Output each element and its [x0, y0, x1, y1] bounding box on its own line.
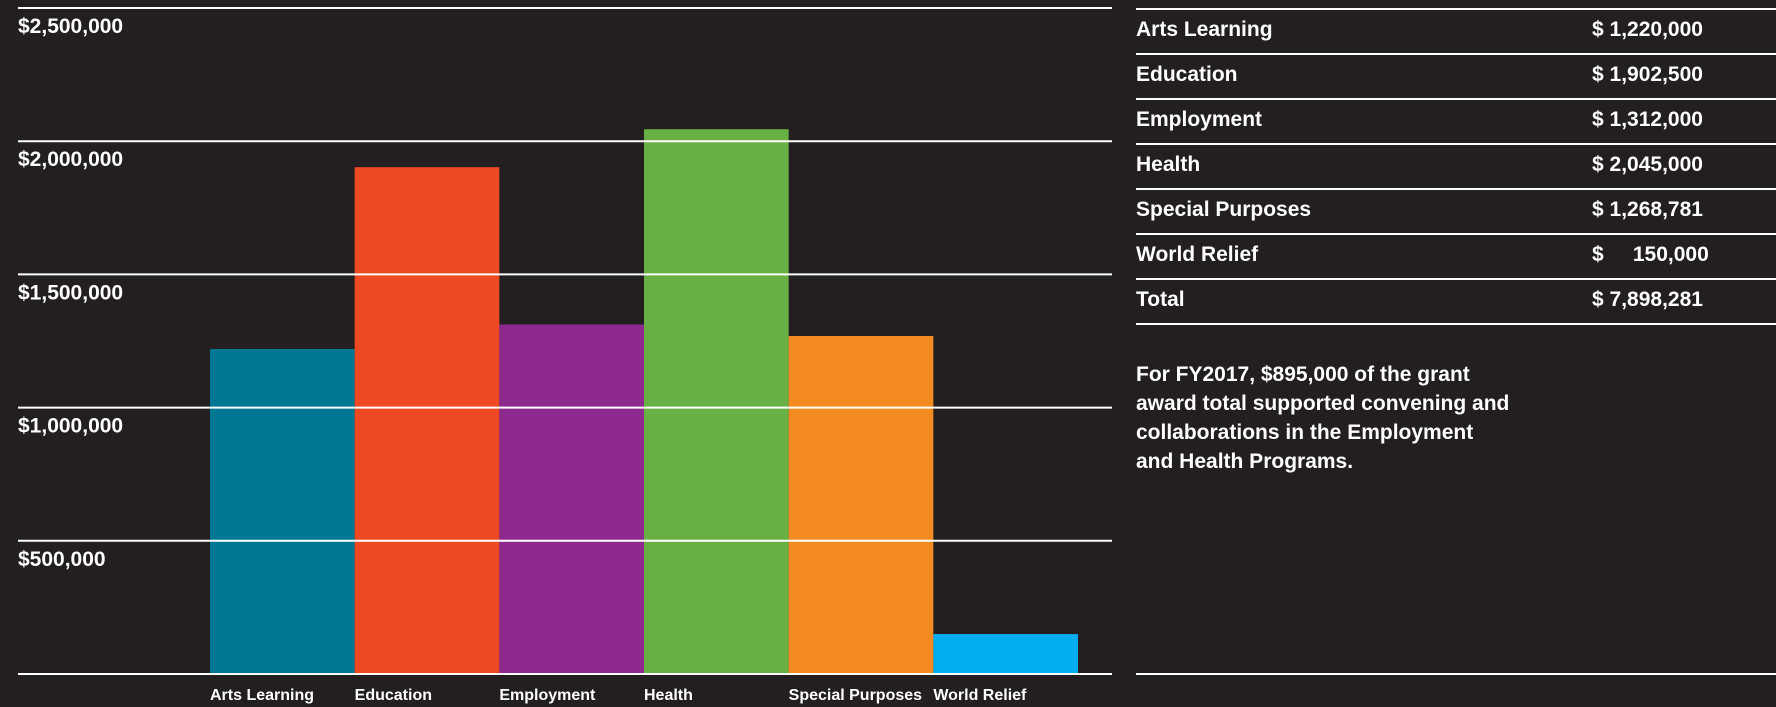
footnote-line: award total supported convening and [1136, 392, 1510, 415]
footnote: For FY2017, $895,000 of the grant award … [1136, 360, 1556, 476]
bar-special-purposes [788, 335, 934, 674]
x-tick-label: Health [644, 687, 693, 704]
total-value: $ 7,898,281 [1592, 288, 1703, 311]
bar-health [644, 129, 789, 674]
bar-world-relief [933, 634, 1078, 674]
x-tick-label: Arts Learning [210, 687, 314, 704]
y-tick-label: $1,000,000 [18, 415, 123, 438]
row-label: Special Purposes [1136, 198, 1312, 221]
table-row: Employment $ 1,312,000 [1136, 100, 1776, 145]
row-value: $ 1,902,500 [1592, 63, 1703, 86]
x-tick-label: Employment [499, 687, 596, 704]
x-tick-label: Education [355, 687, 432, 704]
row-value: $ 150,000 [1592, 243, 1709, 266]
row-label: Health [1136, 153, 1201, 176]
y-tick-label: $2,500,000 [18, 15, 123, 38]
footnote-line: collaborations in the Employment [1136, 421, 1474, 444]
row-value: $ 1,312,000 [1592, 108, 1703, 131]
row-label: Arts Learning [1136, 18, 1273, 41]
table-row: Health $ 2,045,000 [1136, 145, 1776, 190]
footnote-line: and Health Programs. [1136, 450, 1354, 473]
table-row-total: Total $ 7,898,281 [1136, 280, 1776, 325]
row-value: $ 2,045,000 [1592, 153, 1703, 176]
table-row: Education $ 1,902,500 [1136, 55, 1776, 100]
footnote-line: For FY2017, $895,000 of the grant [1136, 363, 1470, 386]
row-value: $ 1,268,781 [1592, 198, 1703, 221]
x-tick-label: World Relief [933, 687, 1027, 704]
y-tick-label: $1,500,000 [18, 281, 123, 304]
row-label: Employment [1136, 108, 1263, 131]
bar-arts-learning [210, 348, 355, 674]
table-bottom-rule [1136, 673, 1776, 675]
row-value: $ 1,220,000 [1592, 18, 1703, 41]
x-tick-label: Special Purposes [789, 687, 922, 704]
row-label: Education [1136, 63, 1238, 86]
y-tick-label: $2,000,000 [18, 148, 123, 171]
table-row: World Relief $ 150,000 [1136, 235, 1776, 280]
row-label: World Relief [1136, 243, 1259, 266]
bar-education [354, 167, 500, 674]
total-label: Total [1136, 288, 1185, 311]
table-row: Special Purposes $ 1,268,781 [1136, 190, 1776, 235]
y-tick-label: $500,000 [18, 548, 106, 571]
table-row: Arts Learning $ 1,220,000 [1136, 8, 1776, 55]
grant-summary-table: Arts Learning $ 1,220,000 Education $ 1,… [1136, 8, 1776, 325]
bar-employment [499, 324, 644, 674]
